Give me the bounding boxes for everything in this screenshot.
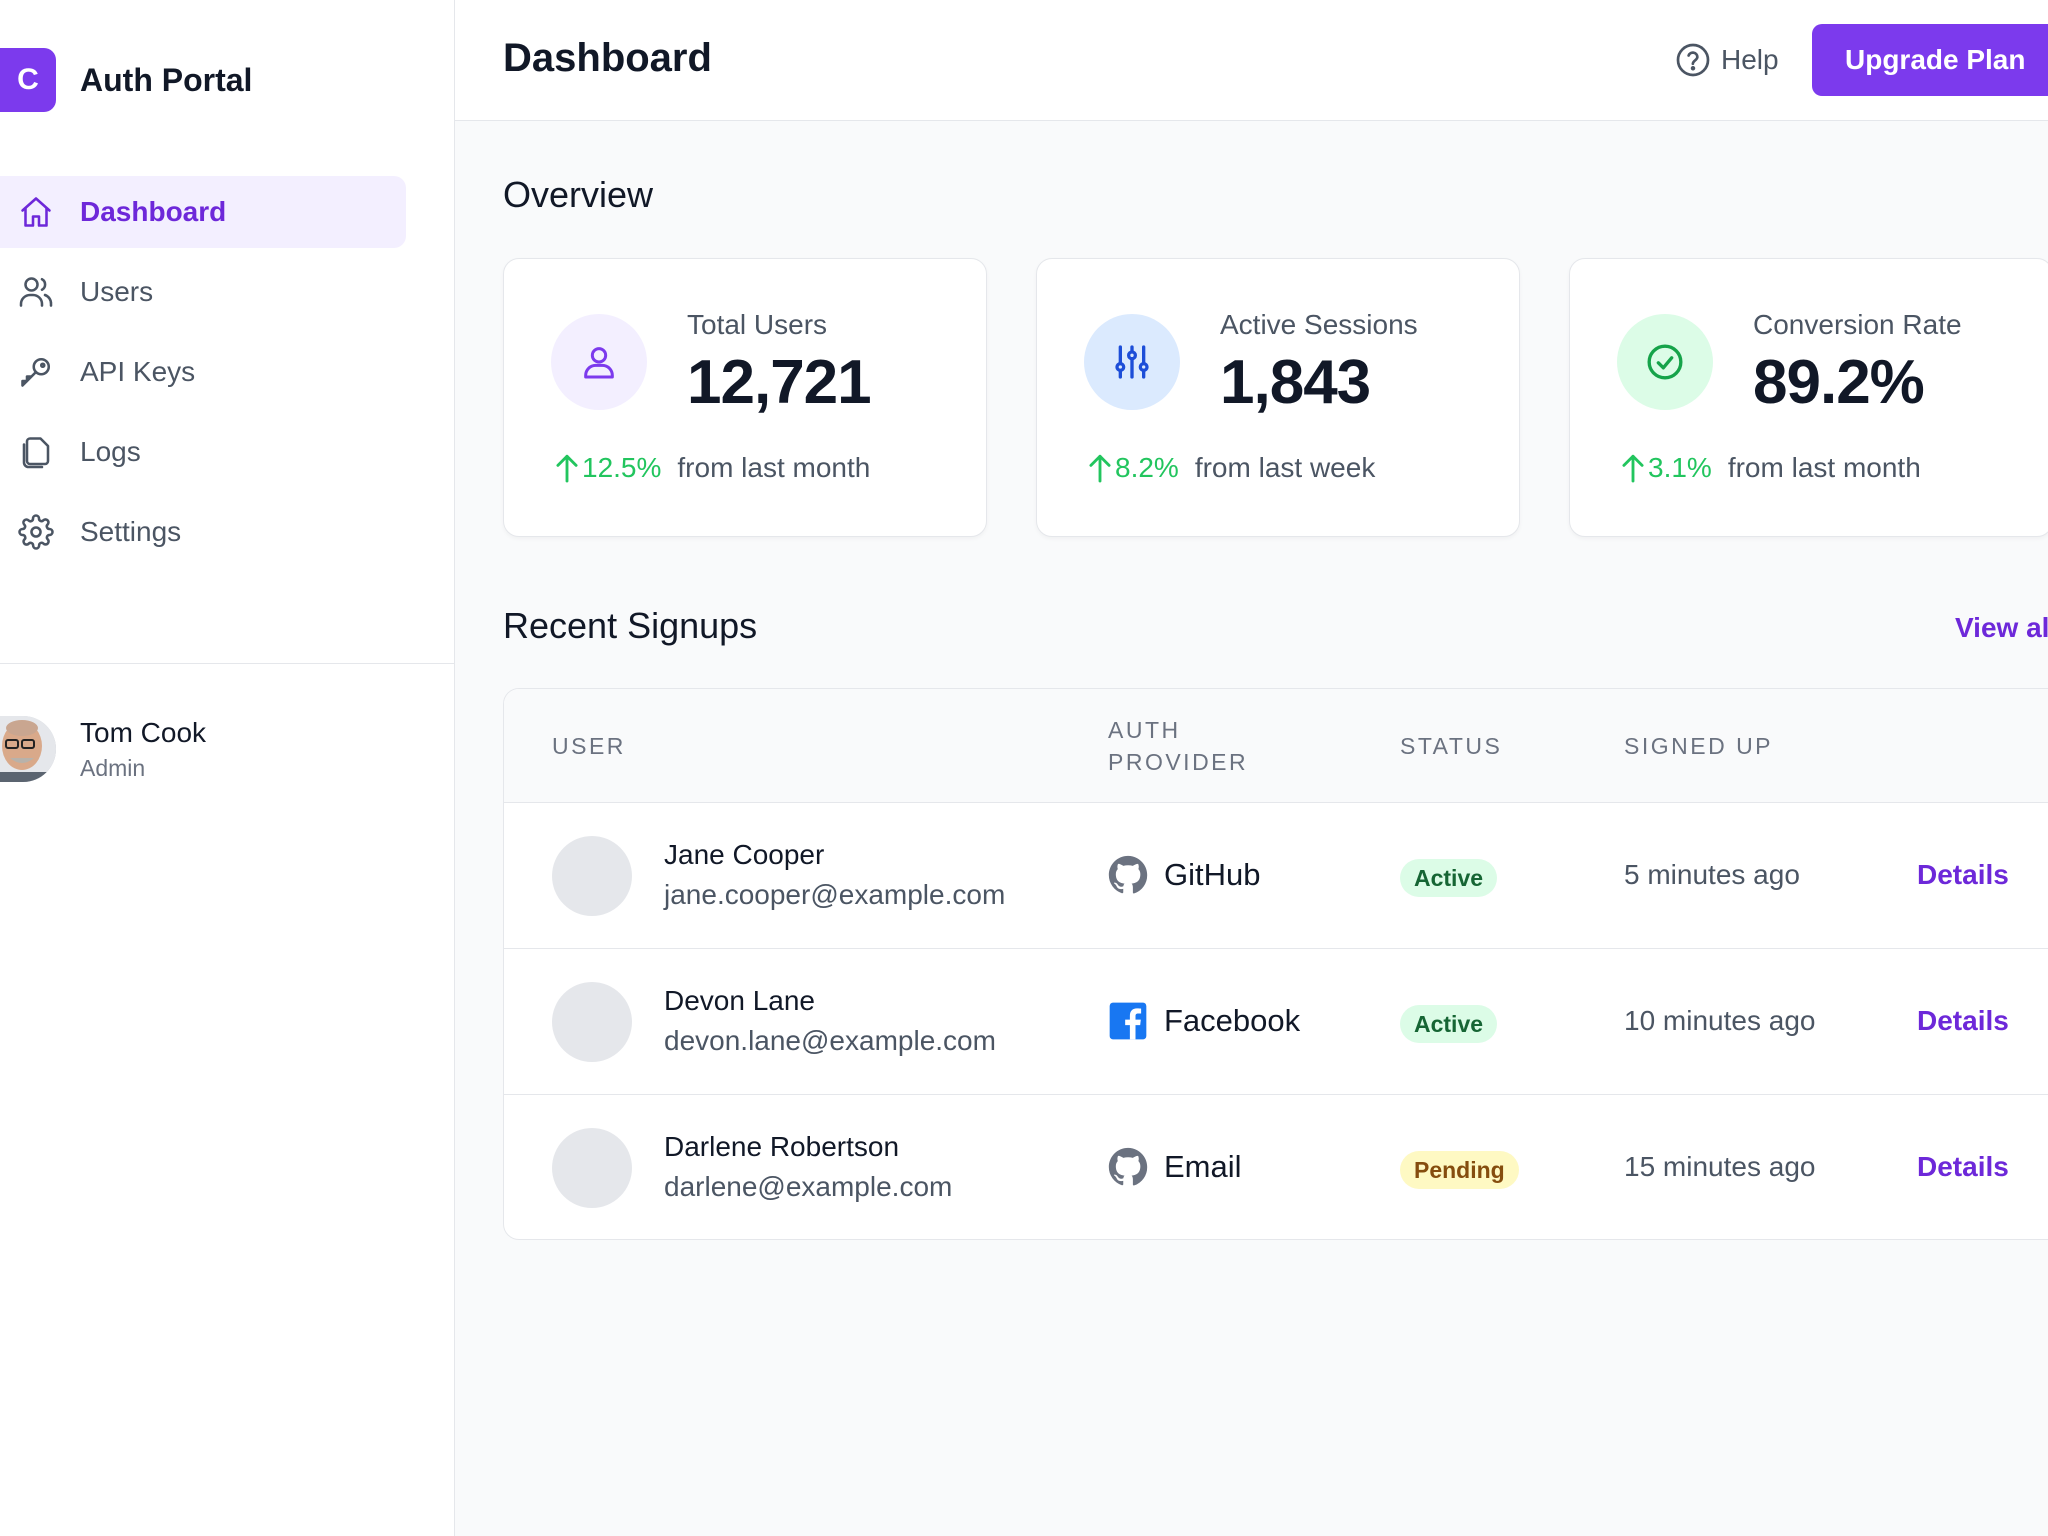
view-all-link[interactable]: View al	[1955, 612, 2048, 643]
stat-change: 3.1%	[1648, 452, 1712, 483]
key-icon	[21, 357, 51, 387]
table-header: USER AUTH PROVIDER STATUS SIGNED UP	[504, 689, 2048, 803]
auth-provider: Email	[1108, 1147, 1242, 1187]
stat-value: 1,843	[1220, 348, 1371, 417]
upgrade-plan-button[interactable]: Upgrade Plan	[1812, 24, 2048, 96]
sidebar-item-label: Logs	[80, 436, 141, 467]
user-email: darlene@example.com	[664, 1171, 953, 1202]
stat-card-total-users: Total Users 12,721 12.5% from last month	[503, 258, 987, 537]
stat-trend: 12.5% from last month	[554, 452, 870, 484]
sidebar-item-settings[interactable]: Settings	[0, 496, 406, 568]
stat-value: 12,721	[687, 348, 872, 417]
sidebar-item-logs[interactable]: Logs	[0, 416, 406, 488]
avatar	[552, 1128, 632, 1208]
stat-trend: 3.1% from last month	[1620, 452, 1921, 484]
sidebar-item-api-keys[interactable]: API Keys	[0, 336, 406, 408]
page-title: Dashboard	[503, 36, 712, 80]
brand-logo: C	[0, 48, 56, 112]
table-row[interactable]: Jane Cooper jane.cooper@example.com GitH…	[504, 803, 2048, 949]
user-icon	[551, 314, 647, 410]
column-header-status: STATUS	[1400, 733, 1503, 759]
user-name: Jane Cooper	[664, 839, 825, 870]
stat-change: 8.2%	[1115, 452, 1179, 483]
user-role: Admin	[80, 754, 146, 781]
provider-label: Facebook	[1164, 1003, 1301, 1038]
stat-period: from last month	[677, 452, 871, 483]
column-header-auth-provider: AUTH PROVIDER	[1108, 717, 1249, 775]
stat-value: 89.2%	[1753, 348, 1925, 417]
status-badge: Active	[1400, 859, 1498, 897]
logs-icon	[22, 437, 50, 469]
top-header: Dashboard Help Upgrade Plan	[455, 0, 2048, 121]
column-header-user: USER	[552, 733, 626, 759]
status-badge: Pending	[1400, 1151, 1519, 1189]
details-link[interactable]: Details	[1917, 1151, 2009, 1182]
sidebar: C Auth Portal Dashboard Users API Keys L…	[0, 0, 455, 1536]
details-link[interactable]: Details	[1917, 1005, 2009, 1036]
github-icon	[1108, 1147, 1148, 1186]
stat-period: from last month	[1727, 452, 1921, 483]
user-email: jane.cooper@example.com	[664, 879, 1006, 910]
arrow-up-icon	[1622, 454, 1644, 483]
avatar	[552, 982, 632, 1062]
signed-up-time: 15 minutes ago	[1624, 1151, 1816, 1182]
auth-provider: Facebook	[1108, 1001, 1300, 1041]
arrow-up-icon	[556, 454, 578, 483]
help-circle-icon	[1676, 43, 1710, 77]
provider-label: Email	[1164, 1149, 1242, 1184]
user-name: Devon Lane	[664, 985, 816, 1016]
stat-trend: 8.2% from last week	[1087, 452, 1375, 484]
brand-name: Auth Portal	[80, 61, 253, 98]
stat-label: Conversion Rate	[1753, 309, 1962, 340]
provider-label: GitHub	[1164, 857, 1261, 892]
avatar-photo	[0, 716, 56, 782]
facebook-icon	[1109, 1002, 1147, 1040]
help-button[interactable]: Help	[1675, 42, 1779, 78]
user-name: Darlene Robertson	[664, 1131, 900, 1162]
auth-provider: GitHub	[1108, 855, 1260, 895]
check-circle-icon	[1617, 314, 1713, 410]
stat-period: from last week	[1194, 452, 1376, 483]
users-icon	[19, 277, 53, 307]
user-name: Tom Cook	[80, 716, 207, 748]
stat-label: Active Sessions	[1220, 309, 1418, 340]
stat-card-conversion-rate: Conversion Rate 89.2% 3.1% from last mon…	[1569, 258, 2048, 537]
recent-signups-title: Recent Signups	[503, 605, 758, 646]
brand[interactable]: C Auth Portal	[0, 48, 252, 112]
overview-title: Overview	[503, 174, 654, 215]
sidebar-item-dashboard[interactable]: Dashboard	[0, 176, 406, 248]
sidebar-nav: Dashboard Users API Keys Logs Settings	[0, 176, 406, 576]
table-row[interactable]: Devon Lane devon.lane@example.com Facebo…	[504, 949, 2048, 1095]
gear-icon	[18, 514, 54, 550]
avatar	[552, 836, 632, 916]
sidebar-divider	[0, 663, 455, 664]
github-icon	[1108, 855, 1148, 894]
user-email: devon.lane@example.com	[664, 1025, 996, 1056]
signed-up-time: 5 minutes ago	[1624, 859, 1800, 890]
arrow-up-icon	[1089, 454, 1111, 483]
sidebar-item-label: Users	[80, 276, 154, 307]
signups-table: USER AUTH PROVIDER STATUS SIGNED UP Jane…	[503, 688, 2048, 1240]
stat-label: Total Users	[687, 309, 828, 340]
signed-up-time: 10 minutes ago	[1624, 1005, 1816, 1036]
home-icon	[21, 197, 51, 227]
details-link[interactable]: Details	[1917, 859, 2009, 890]
stat-card-active-sessions: Active Sessions 1,843 8.2% from last wee…	[1036, 258, 1520, 537]
table-row[interactable]: Darlene Robertson darlene@example.com Em…	[504, 1095, 2048, 1239]
column-header-signed-up: SIGNED UP	[1624, 733, 1774, 759]
stat-change: 12.5%	[582, 452, 662, 483]
sidebar-item-label: API Keys	[80, 356, 196, 387]
sidebar-item-label: Settings	[80, 516, 182, 547]
status-badge: Active	[1400, 1005, 1498, 1043]
sidebar-item-users[interactable]: Users	[0, 256, 406, 328]
user-profile[interactable]: Tom Cook Admin	[0, 716, 206, 782]
avatar	[0, 716, 56, 782]
sliders-icon	[1084, 314, 1180, 410]
help-label: Help	[1721, 44, 1779, 75]
sidebar-item-label: Dashboard	[80, 196, 227, 227]
